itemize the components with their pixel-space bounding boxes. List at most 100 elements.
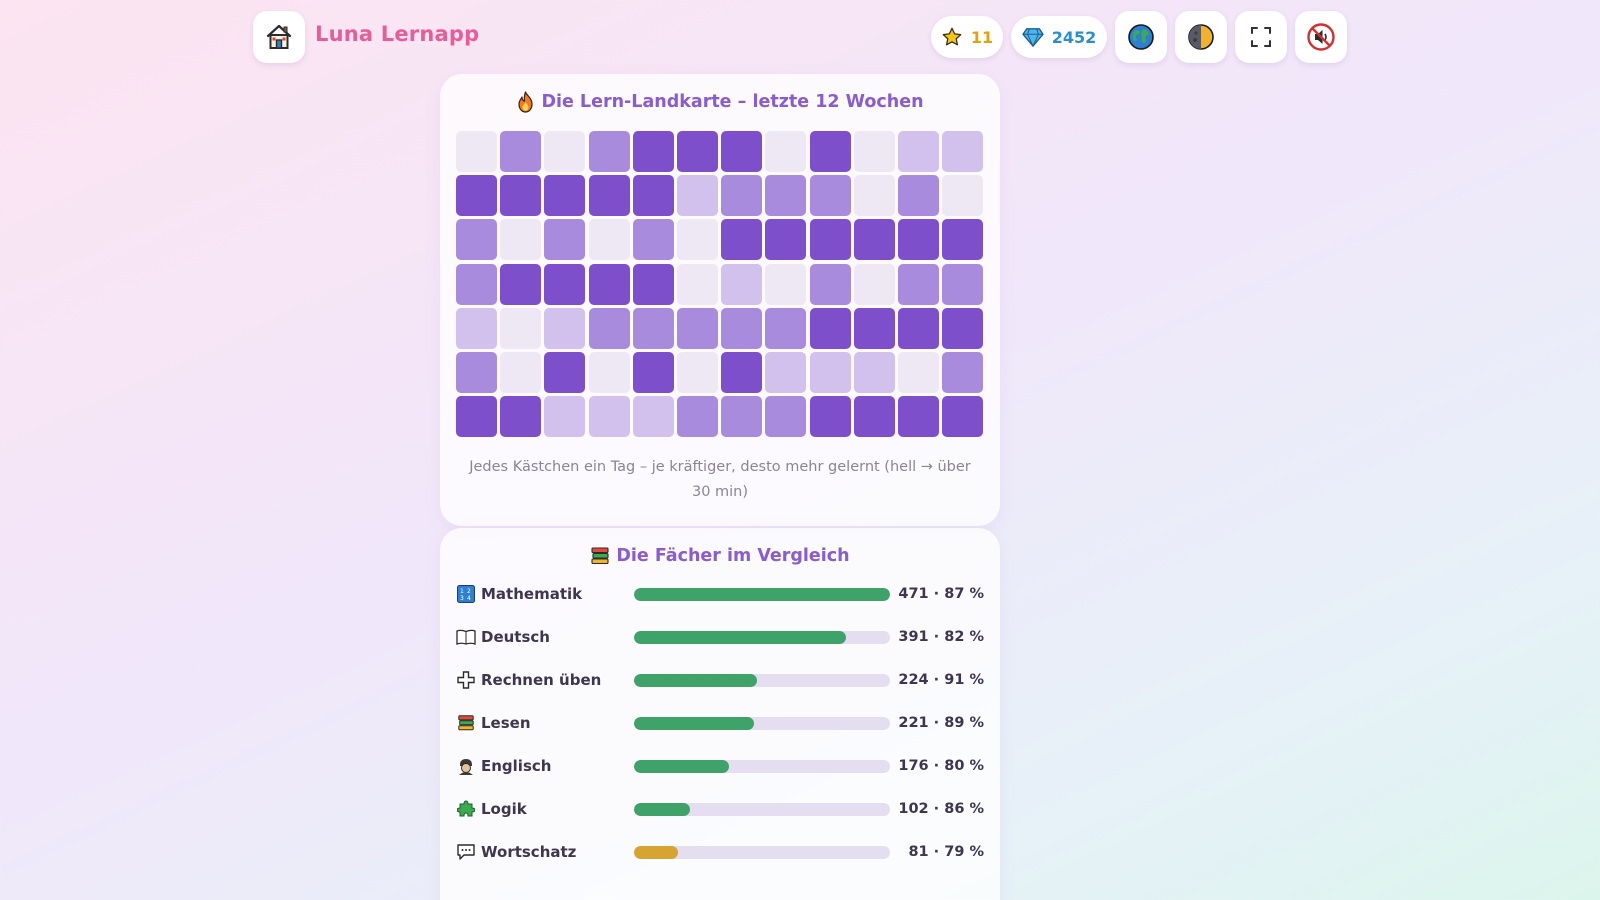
heatmap-cell[interactable] — [810, 308, 851, 349]
heatmap-cell[interactable] — [544, 264, 585, 305]
heatmap-cell[interactable] — [500, 175, 541, 216]
heatmap-cell[interactable] — [942, 219, 983, 260]
heatmap-cell[interactable] — [765, 219, 806, 260]
heatmap-cell[interactable] — [810, 396, 851, 437]
heatmap-cell[interactable] — [810, 264, 851, 305]
heatmap-cell[interactable] — [544, 396, 585, 437]
heatmap-cell[interactable] — [677, 396, 718, 437]
heatmap-cell[interactable] — [544, 352, 585, 393]
heatmap-cell[interactable] — [721, 264, 762, 305]
heatmap-cell[interactable] — [677, 352, 718, 393]
heatmap-cell[interactable] — [589, 308, 630, 349]
heatmap-cell[interactable] — [721, 131, 762, 172]
heatmap-cell[interactable] — [456, 131, 497, 172]
language-button[interactable] — [1115, 11, 1167, 63]
heatmap-cell[interactable] — [765, 352, 806, 393]
heatmap-cell[interactable] — [544, 131, 585, 172]
heatmap-cell[interactable] — [589, 264, 630, 305]
gems-counter[interactable]: 2452 — [1011, 16, 1107, 58]
heatmap-cell[interactable] — [765, 308, 806, 349]
heatmap-cell[interactable] — [500, 352, 541, 393]
heatmap-cell[interactable] — [456, 308, 497, 349]
heatmap-cell[interactable] — [721, 352, 762, 393]
heatmap-cell[interactable] — [898, 219, 939, 260]
subject-row[interactable]: Lesen 221 · 89 % — [456, 711, 984, 735]
heatmap-cell[interactable] — [500, 308, 541, 349]
heatmap-cell[interactable] — [942, 264, 983, 305]
heatmap-cell[interactable] — [456, 396, 497, 437]
heatmap-cell[interactable] — [589, 396, 630, 437]
theme-toggle-button[interactable] — [1175, 11, 1227, 63]
heatmap-cell[interactable] — [633, 264, 674, 305]
heatmap-cell[interactable] — [589, 219, 630, 260]
heatmap-cell[interactable] — [942, 175, 983, 216]
heatmap-cell[interactable] — [765, 264, 806, 305]
heatmap-cell[interactable] — [810, 352, 851, 393]
heatmap-cell[interactable] — [721, 396, 762, 437]
heatmap-cell[interactable] — [456, 219, 497, 260]
heatmap-cell[interactable] — [854, 308, 895, 349]
heatmap-cell[interactable] — [942, 308, 983, 349]
heatmap-cell[interactable] — [677, 308, 718, 349]
heatmap-cell[interactable] — [942, 352, 983, 393]
heatmap-cell[interactable] — [500, 264, 541, 305]
heatmap-cell[interactable] — [677, 175, 718, 216]
heatmap-cell[interactable] — [942, 131, 983, 172]
heatmap-cell[interactable] — [810, 175, 851, 216]
heatmap-cell[interactable] — [589, 352, 630, 393]
heatmap-cell[interactable] — [456, 352, 497, 393]
heatmap-cell[interactable] — [544, 175, 585, 216]
heatmap-cell[interactable] — [898, 175, 939, 216]
heatmap-cell[interactable] — [544, 308, 585, 349]
heatmap-cell[interactable] — [633, 131, 674, 172]
subject-row[interactable]: Rechnen üben 224 · 91 % — [456, 668, 984, 692]
heatmap-cell[interactable] — [854, 175, 895, 216]
subject-row[interactable]: Logik 102 · 86 % — [456, 797, 984, 821]
heatmap-cell[interactable] — [633, 175, 674, 216]
heatmap-cell[interactable] — [456, 264, 497, 305]
heatmap-cell[interactable] — [765, 131, 806, 172]
heatmap-cell[interactable] — [810, 219, 851, 260]
star-icon — [941, 26, 963, 48]
subject-row[interactable]: Wortschatz 81 · 79 % — [456, 840, 984, 864]
heatmap-cell[interactable] — [456, 175, 497, 216]
heatmap-cell[interactable] — [898, 131, 939, 172]
heatmap-cell[interactable] — [898, 264, 939, 305]
heatmap-cell[interactable] — [854, 131, 895, 172]
heatmap-cell[interactable] — [898, 396, 939, 437]
heatmap-cell[interactable] — [677, 131, 718, 172]
heatmap-cell[interactable] — [633, 219, 674, 260]
subject-stat: 102 · 86 % — [898, 801, 984, 817]
heatmap-cell[interactable] — [544, 219, 585, 260]
heatmap-cell[interactable] — [677, 219, 718, 260]
subject-row[interactable]: Englisch 176 · 80 % — [456, 754, 984, 778]
heatmap-cell[interactable] — [721, 219, 762, 260]
home-button[interactable] — [253, 11, 305, 63]
sound-toggle-button[interactable] — [1295, 11, 1347, 63]
heatmap-cell[interactable] — [633, 308, 674, 349]
subject-row[interactable]: Deutsch 391 · 82 % — [456, 625, 984, 649]
heatmap-cell[interactable] — [942, 396, 983, 437]
heatmap-cell[interactable] — [854, 352, 895, 393]
heatmap-cell[interactable] — [898, 308, 939, 349]
heatmap-cell[interactable] — [633, 352, 674, 393]
heatmap-cell[interactable] — [854, 264, 895, 305]
heatmap-cell[interactable] — [500, 131, 541, 172]
heatmap-cell[interactable] — [765, 175, 806, 216]
heatmap-cell[interactable] — [854, 219, 895, 260]
subject-row[interactable]: 1 2 3 4 Mathematik 471 · 87 % — [456, 582, 984, 606]
heatmap-cell[interactable] — [721, 175, 762, 216]
heatmap-cell[interactable] — [589, 131, 630, 172]
stars-counter[interactable]: 11 — [931, 16, 1003, 58]
heatmap-cell[interactable] — [721, 308, 762, 349]
heatmap-cell[interactable] — [765, 396, 806, 437]
fullscreen-button[interactable] — [1235, 11, 1287, 63]
heatmap-cell[interactable] — [854, 396, 895, 437]
heatmap-cell[interactable] — [810, 131, 851, 172]
heatmap-cell[interactable] — [500, 396, 541, 437]
heatmap-cell[interactable] — [677, 264, 718, 305]
heatmap-cell[interactable] — [633, 396, 674, 437]
heatmap-cell[interactable] — [500, 219, 541, 260]
heatmap-cell[interactable] — [589, 175, 630, 216]
heatmap-cell[interactable] — [898, 352, 939, 393]
